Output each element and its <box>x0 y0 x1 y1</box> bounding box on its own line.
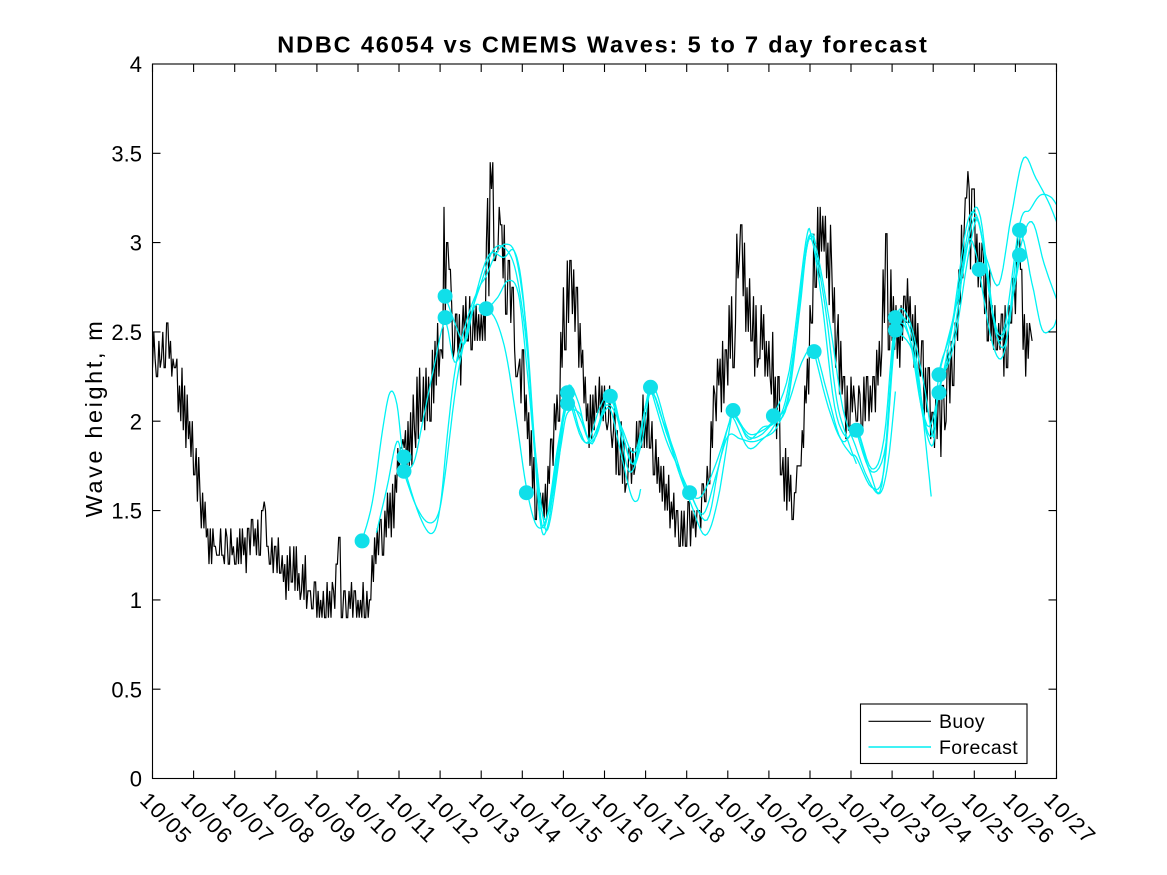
svg-text:3: 3 <box>130 231 142 256</box>
svg-text:Wave height, m: Wave height, m <box>81 319 107 518</box>
svg-text:2.5: 2.5 <box>111 320 142 345</box>
svg-text:1.5: 1.5 <box>111 499 142 524</box>
svg-text:Buoy: Buoy <box>939 711 985 733</box>
svg-text:0.5: 0.5 <box>111 677 142 702</box>
svg-text:Forecast: Forecast <box>939 737 1018 759</box>
svg-text:2: 2 <box>130 409 142 434</box>
svg-text:4: 4 <box>130 52 142 77</box>
svg-text:3.5: 3.5 <box>111 141 142 166</box>
svg-text:0: 0 <box>130 767 142 792</box>
svg-text:NDBC 46054 vs CMEMS Waves: 5 t: NDBC 46054 vs CMEMS Waves: 5 to 7 day fo… <box>277 32 928 58</box>
svg-text:1: 1 <box>130 588 142 613</box>
